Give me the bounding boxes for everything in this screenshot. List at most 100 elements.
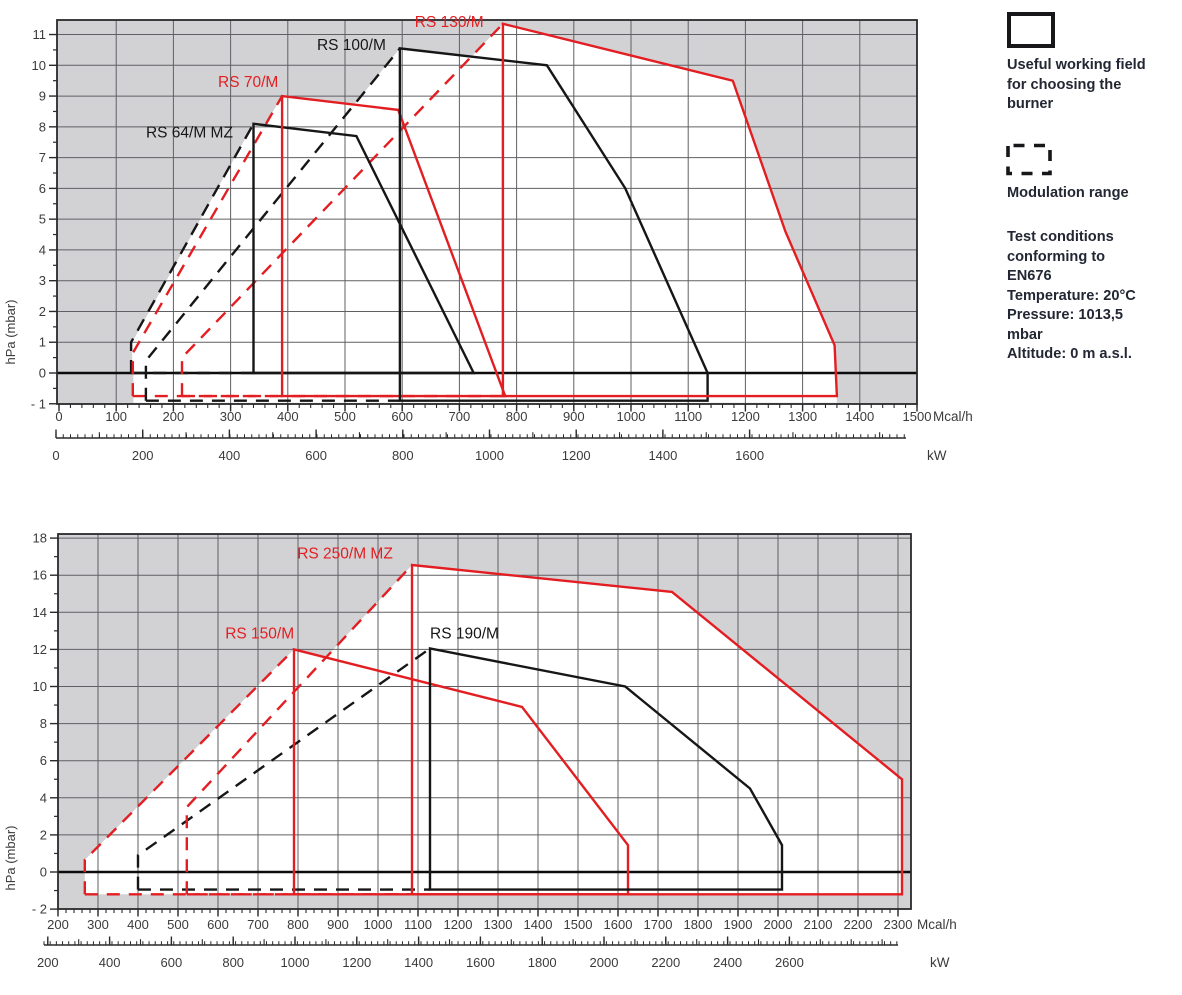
y-tick-label: 6 [39,181,46,196]
y-tick-label: 8 [39,119,46,134]
y-tick-label: 9 [39,89,46,104]
legend-panel: Useful working field for choosing the bu… [1006,12,1181,365]
y-axis-title: hPa (mbar) [3,299,18,364]
kw-tick-label: 2200 [651,955,680,970]
y-tick-label: 12 [33,642,47,657]
x-axis-mcal-bottom: 200 300 400 500 600 700 800 900 1000 1100 1200 1300… [47,909,957,932]
working-field-rs-70-m [280,94,507,398]
x-tick-label: 1500 [903,409,932,424]
test-conditions-line: EN676 [1007,268,1052,284]
test-conditions-line: Temperature: 20°C [1007,287,1136,304]
kw-tick-label: 200 [132,448,154,463]
y-tick-label: 8 [40,716,47,731]
test-conditions-line: conforming to [1007,248,1106,265]
modulation-range-rs-64-m-mz [129,123,255,375]
x-tick-label: 500 [334,409,356,424]
curve-label-rs-130-m: RS 130/M [415,14,484,31]
test-conditions-line: Pressure: 1013,5 [1007,307,1124,323]
x-tick-label: 0 [55,409,62,424]
x-axis-kw-top: 0 200 400 600 800 1000 1200 1400 1600 kW [52,429,947,463]
kw-tick-label: 600 [161,955,183,970]
y-tick-label: - 1 [31,396,46,411]
x-tick-label: 1000 [364,917,393,932]
y-tick-label: 6 [40,753,47,768]
y-tick-label: 11 [33,27,47,42]
test-conditions-line: mbar [1007,326,1043,343]
x-tick-label: 100 [105,409,127,424]
x-tick-label: 1100 [404,917,432,932]
x-axis-unit-mcal: Mcal/h [917,917,957,932]
y-tick-label: 10 [32,58,46,73]
test-conditions-line: Altitude: 0 m a.s.l. [1007,346,1132,362]
kw-tick-label: 1000 [281,955,310,970]
x-tick-label: 2100 [804,917,833,932]
x-tick-label: 1400 [845,409,874,424]
x-tick-label: 1400 [524,917,553,932]
x-tick-label: 200 [163,409,185,424]
y-tick-label: 5 [39,212,46,227]
chart-bottom: 18 16 14 12 10 8 6 4 2 0 - 2 hPa (mbar) 200 300 400 500… [3,531,957,970]
working-field-rs-100-m [398,47,709,402]
y-tick-label: 3 [39,273,46,288]
x-tick-label: 700 [247,917,269,932]
y-axis-title: hPa (mbar) [3,825,18,890]
x-tick-label: 1900 [724,917,753,932]
working-field-rs-250-m-mz [410,563,904,896]
x-tick-label: 1200 [444,917,473,932]
kw-tick-label: 400 [99,955,121,970]
kw-tick-label: 400 [219,448,241,463]
x-tick-label: 1800 [684,917,713,932]
y-tick-label: 0 [39,366,46,381]
working-field-icon [1007,12,1055,48]
kw-tick-label: 1400 [648,448,677,463]
test-conditions: Test conditions conforming to EN676 Temp… [1007,228,1181,365]
plot-frame [56,19,918,405]
kw-tick-label: 1200 [342,955,371,970]
curve-label-rs-100-m: RS 100/M [317,37,386,54]
y-tick-label: - 2 [32,902,47,917]
y-tick-label: 7 [39,150,46,165]
kw-tick-label: 1200 [562,448,591,463]
x-tick-label: 2000 [764,917,793,932]
y-tick-label: 4 [40,790,47,805]
x-axis-unit-mcal: Mcal/h [933,409,973,424]
y-tick-label: 14 [33,605,47,620]
kw-tick-label: 1600 [735,448,764,463]
y-tick-label: 2 [39,304,46,319]
y-axis-bottom: 18 16 14 12 10 8 6 4 2 0 - 2 [32,531,58,917]
x-tick-label: 300 [87,917,109,932]
x-tick-label: 1300 [484,917,513,932]
y-tick-label: 0 [40,865,47,880]
x-axis-kw-bottom: 200 400 600 800 1000 1200 1400 1600 1800 2000 2200… [37,936,950,970]
x-tick-label: 1100 [674,409,702,424]
x-tick-label: 900 [327,917,349,932]
kw-tick-label: 1600 [466,955,495,970]
x-tick-label: 1000 [617,409,646,424]
x-tick-label: 600 [391,409,413,424]
kw-tick-label: 1800 [528,955,557,970]
working-field-label-line: for choosing the [1007,76,1122,93]
y-tick-label: 2 [40,827,47,842]
curve-label-rs-250-m-mz: RS 250/M MZ [297,546,393,563]
working-region-top [132,23,837,403]
modulation-range-rs-100-m [144,47,401,402]
x-tick-label: 400 [277,409,299,424]
working-field-label-line: Useful working field [1007,57,1146,73]
kw-tick-label: 800 [392,448,414,463]
working-field-rs-130-m [501,22,839,398]
x-tick-label: 1200 [731,409,760,424]
x-tick-label: 300 [220,409,242,424]
kw-tick-label: 1000 [475,448,504,463]
kw-tick-label: 0 [52,448,59,463]
modulation-range-label: Modulation range [1007,184,1129,201]
x-tick-label: 1600 [604,917,633,932]
x-tick-label: 2200 [844,917,873,932]
modulation-range-icon [1006,143,1052,175]
kw-tick-label: 800 [222,955,244,970]
plot-frame [57,533,912,910]
x-axis-unit-kw: kW [930,955,950,970]
x-tick-label: 400 [127,917,149,932]
